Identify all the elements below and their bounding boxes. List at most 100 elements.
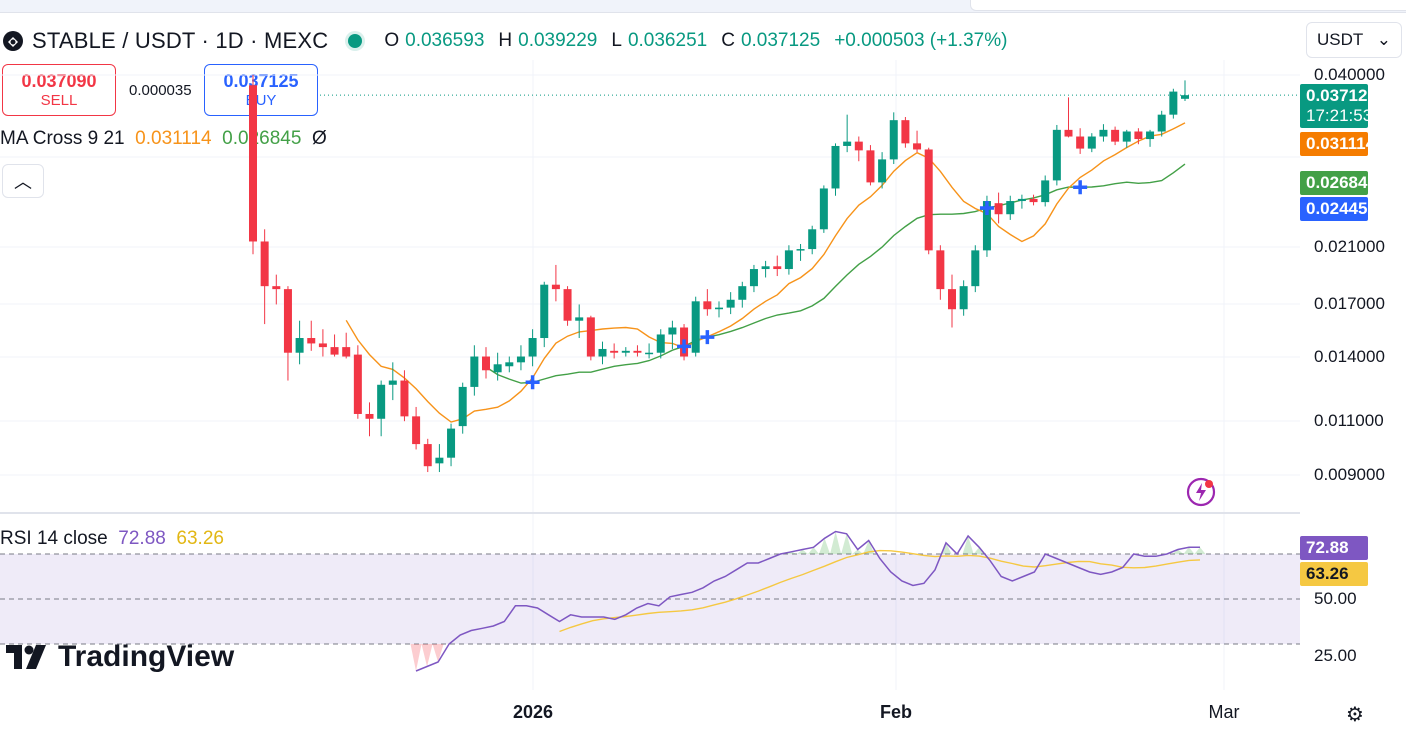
last-price-badge: 0.037125 17:21:53	[1300, 84, 1377, 128]
candle-body	[1076, 136, 1085, 149]
price-tick: 0.021000	[1314, 237, 1385, 256]
candle-body	[1134, 131, 1143, 140]
candle-body	[668, 327, 677, 335]
rsi-tick: 25.00	[1314, 646, 1357, 665]
exchange-logo-icon	[3, 31, 23, 51]
candle-body	[249, 85, 257, 242]
sell-button[interactable]: 0.037090 SELL	[2, 64, 116, 116]
collapse-legend-button[interactable]: ︿	[2, 164, 44, 198]
candle-body	[1169, 91, 1178, 115]
price-tick: 0.014000	[1314, 347, 1385, 366]
rsi-ma-badge: 63.26	[1300, 562, 1368, 586]
ma-slow-value: 0.026845	[222, 128, 302, 149]
ma-slow-badge: 0.026845	[1300, 171, 1377, 195]
candle-body	[1111, 129, 1120, 142]
candle-body	[913, 143, 922, 150]
open-key: O	[384, 30, 400, 51]
rsi-overbought-fill	[785, 531, 1206, 554]
candle-body	[260, 241, 269, 287]
candle-body	[994, 203, 1003, 215]
high-value: 0.039229	[518, 30, 598, 51]
candle-body	[773, 266, 782, 270]
alert-flash-icon[interactable]	[1185, 476, 1217, 508]
currency-value: USDT	[1317, 30, 1364, 49]
candle-body	[516, 356, 525, 363]
open-value: 0.036593	[405, 30, 485, 51]
candle-body	[808, 229, 817, 250]
candle-body	[318, 343, 327, 348]
candle-body	[726, 299, 735, 308]
ma-cross-marker	[979, 201, 994, 216]
candle-body	[959, 286, 968, 310]
candle-body	[610, 350, 619, 353]
candle-body	[1146, 131, 1155, 140]
candle-body	[1064, 129, 1073, 137]
candle-body	[784, 250, 793, 270]
buy-line-badge: 0.024450	[1300, 197, 1377, 221]
rsi-oversold-fill	[410, 644, 444, 671]
rsi-value: 72.88	[118, 528, 166, 549]
ma-cross-marker	[677, 339, 692, 354]
candle-body	[1122, 131, 1131, 142]
change-value: +0.000503 (+1.37%)	[834, 30, 1008, 51]
candle-body	[575, 317, 584, 321]
tradingview-logo[interactable]: TradingView	[6, 640, 234, 674]
candle-body	[1087, 136, 1096, 149]
close-value: 0.037125	[740, 30, 821, 51]
candle-body	[1006, 201, 1015, 215]
ma-cross-legend[interactable]: MA Cross 9 21 0.031114 0.026845 Ø	[0, 128, 327, 150]
price-tick: 0.009000	[1314, 465, 1385, 484]
ohlc-legend: O 0.036593 H 0.039229 L 0.036251 C 0.037125 …	[384, 30, 1015, 52]
spread-value: 0.000035	[129, 82, 192, 99]
candle-body	[412, 416, 421, 445]
candle-body	[307, 338, 316, 344]
brand-name: TradingView	[58, 640, 235, 673]
chevron-up-icon: ︿	[14, 172, 32, 192]
candle-body	[924, 149, 933, 251]
candle-body	[796, 249, 805, 251]
candle-body	[1017, 198, 1026, 202]
candle-body	[843, 141, 852, 146]
chart-header: STABLE / USDT · 1D · MEXC O 0.036593 H 0.0…	[0, 24, 1015, 58]
candle-body	[715, 307, 723, 310]
candle-body	[819, 188, 828, 230]
candle-body	[447, 428, 456, 458]
candle-body	[586, 317, 595, 357]
candle-body	[738, 286, 747, 300]
window-top-strip	[0, 0, 1406, 13]
ma-cross-marker	[1073, 180, 1088, 195]
candle-body	[435, 457, 444, 464]
candle-body	[283, 289, 292, 353]
candle-body	[982, 201, 991, 251]
candle-body	[948, 289, 956, 310]
symbol-title[interactable]: STABLE / USDT · 1D · MEXC	[32, 28, 329, 53]
candle-body	[330, 347, 339, 355]
candle-body	[936, 250, 945, 290]
candle-body	[831, 145, 840, 189]
currency-select[interactable]: USDT ⌄	[1306, 22, 1402, 58]
candle-body	[866, 150, 875, 183]
candle-body	[1181, 95, 1189, 99]
candle-body	[353, 354, 362, 414]
candle-body	[854, 141, 863, 151]
rsi-legend[interactable]: RSI 14 close 72.88 63.26	[0, 528, 224, 550]
candle-body	[272, 286, 281, 290]
candle-body	[1099, 129, 1108, 137]
rsi-ma-value: 63.26	[176, 528, 224, 549]
candle-body	[1157, 114, 1166, 132]
candle-body	[388, 380, 397, 385]
candle-body	[458, 386, 467, 427]
price-tick: 0.011000	[1314, 411, 1384, 430]
candle-body	[878, 159, 887, 183]
sell-label: SELL	[40, 91, 78, 109]
candle-body	[703, 301, 712, 310]
candle-body	[633, 350, 642, 353]
price-tick: 0.017000	[1314, 294, 1385, 313]
settings-gear-icon[interactable]: ⚙	[1346, 704, 1364, 726]
ma-cross-name: MA Cross 9 21	[0, 128, 125, 149]
candle-body	[1052, 129, 1061, 181]
tradingview-logo-icon	[6, 645, 46, 669]
low-key: L	[611, 30, 622, 51]
candle-body	[563, 289, 572, 321]
